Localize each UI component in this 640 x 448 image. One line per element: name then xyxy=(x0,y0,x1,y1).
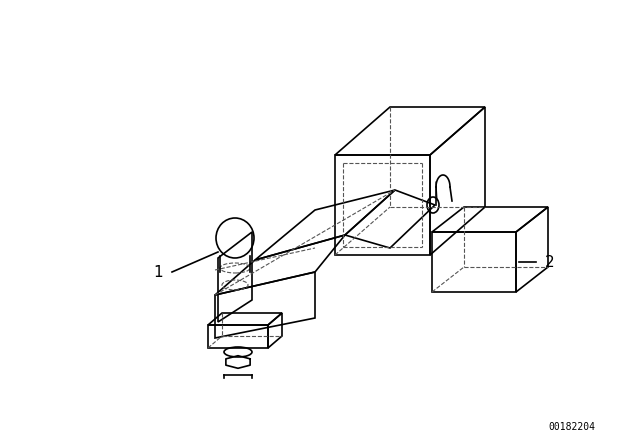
Text: 1: 1 xyxy=(153,264,163,280)
Text: 00182204: 00182204 xyxy=(548,422,595,432)
Text: 2: 2 xyxy=(545,254,555,270)
